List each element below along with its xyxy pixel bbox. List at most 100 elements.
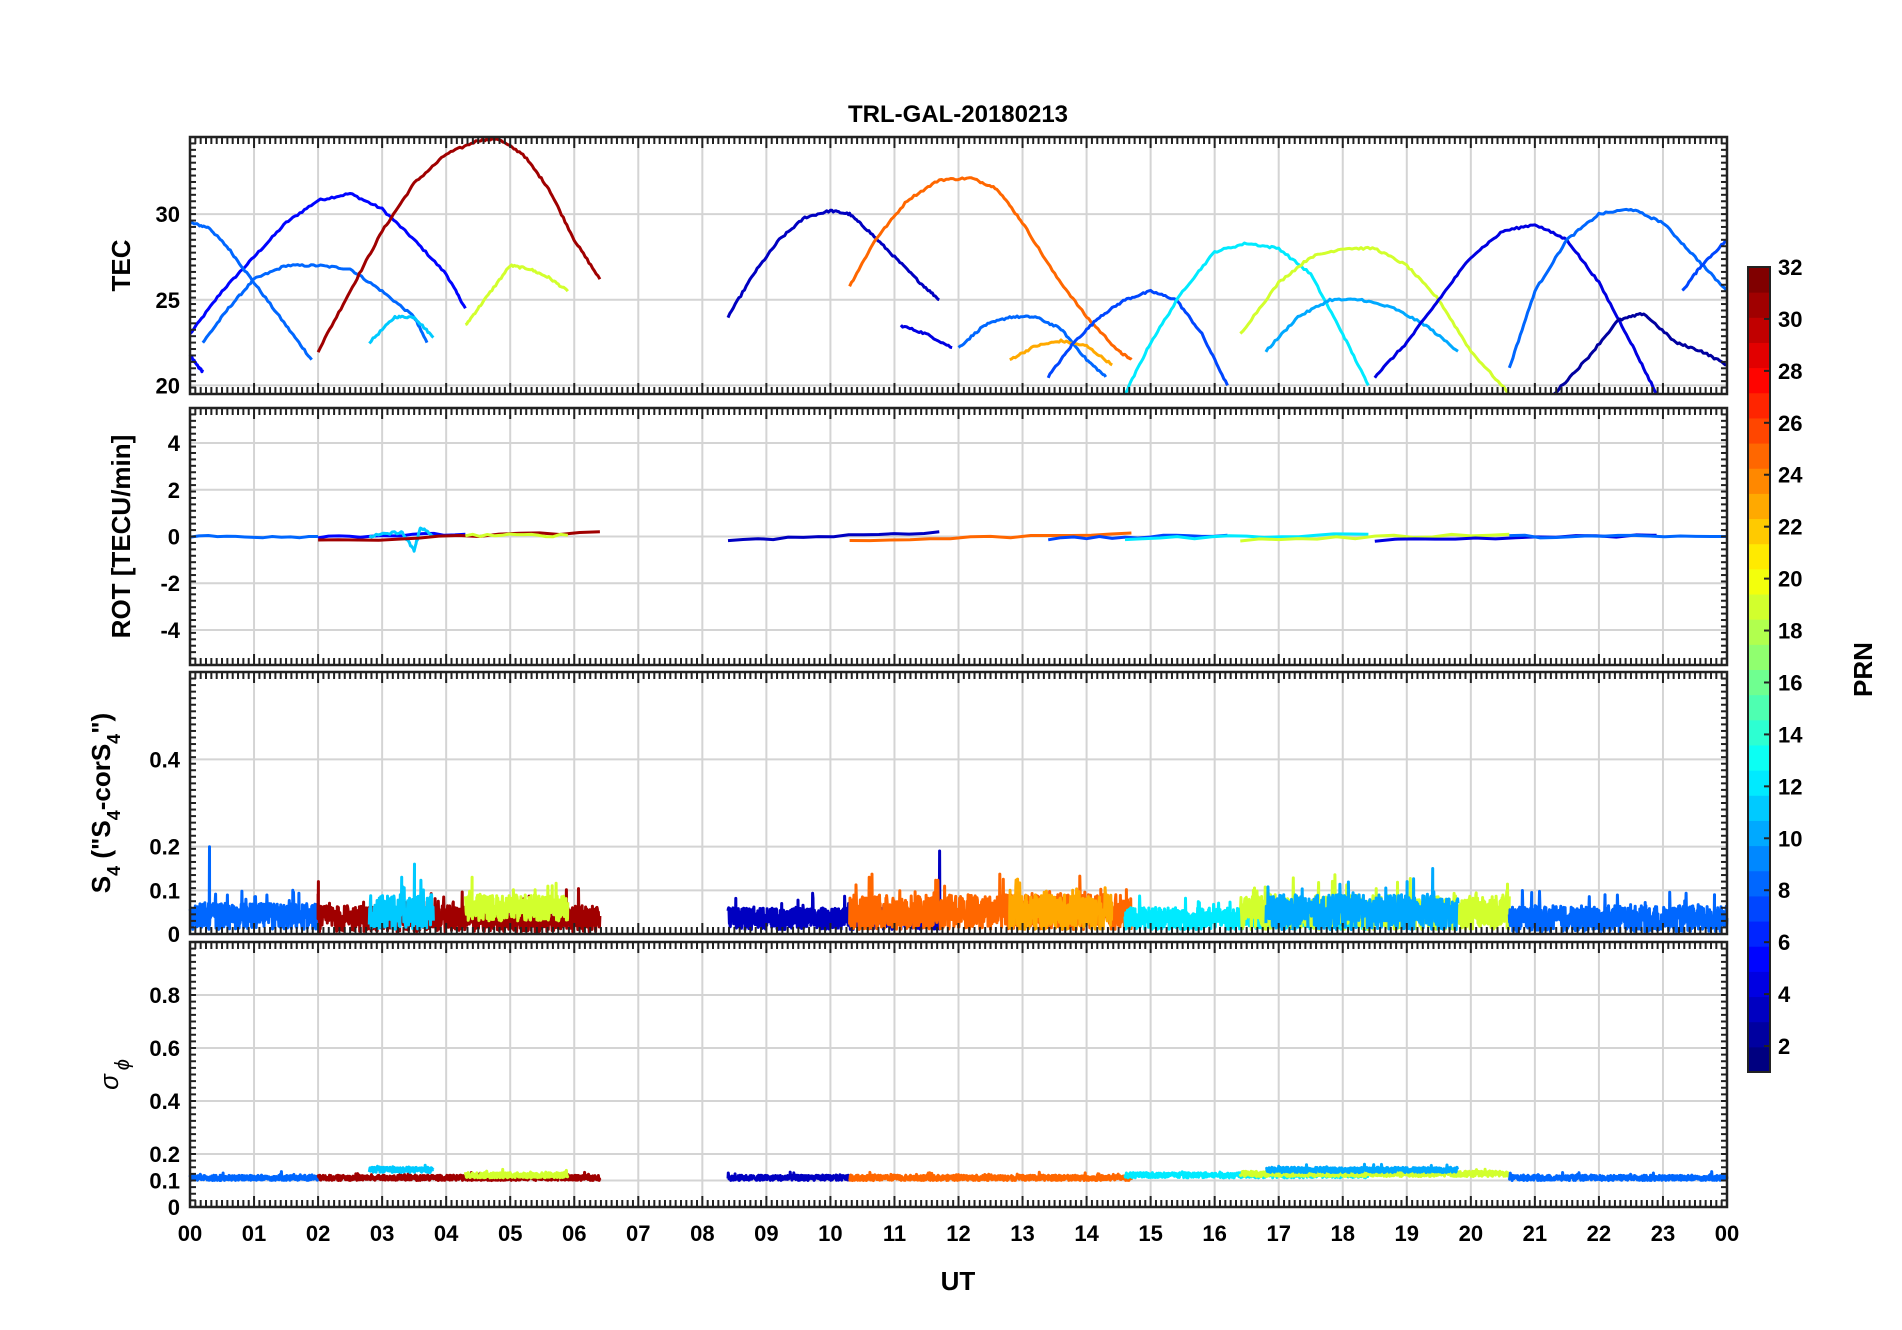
y-axis-label-part: 4 (104, 810, 124, 820)
y-axis-label-part: ϕ (112, 1059, 134, 1070)
colorbar-tick-label: 22 (1778, 515, 1802, 540)
x-tick-label: 02 (306, 1221, 330, 1246)
chart-title: TRL-GAL-20180213 (848, 101, 1068, 128)
series-prn-8 (957, 314, 1108, 378)
x-tick-label: 11 (883, 1221, 906, 1246)
colorbar-segment-26 (1748, 417, 1770, 444)
colorbar-segment-12 (1748, 770, 1770, 796)
colorbar-tick-label: 20 (1778, 567, 1802, 592)
colorbar-segment-15 (1748, 694, 1770, 721)
y-axis-label-part: 4 (104, 734, 124, 744)
colorbar-tick-label: 14 (1778, 722, 1803, 747)
colorbar-tick-label: 16 (1778, 670, 1802, 695)
series-prn-5 (188, 354, 205, 374)
colorbar-segment-7 (1748, 895, 1770, 922)
series-prn-8 (1507, 1170, 1729, 1182)
series-prn-23 (1009, 338, 1113, 367)
series-prn-7 (1046, 288, 1229, 386)
colorbar-segment-13 (1748, 744, 1770, 771)
colorbar-tick-label: 12 (1778, 774, 1802, 799)
series-group (189, 526, 1727, 553)
panel-s4: 00.10.20.4 S4 ("S4-corS4") (86, 670, 1729, 947)
y-tick-label: -2 (160, 571, 180, 596)
y-tick-label: 30 (156, 202, 180, 227)
series-prn-8 (1509, 533, 1727, 540)
series-prn-8 (188, 1170, 320, 1182)
y-axis-label-part: ") (86, 713, 116, 734)
y-tick-label: 25 (156, 288, 180, 313)
y-tick-label: 0.4 (149, 1089, 180, 1114)
colorbar-segment-14 (1748, 719, 1770, 746)
colorbar-tick-label: 6 (1778, 930, 1790, 955)
x-axis-label: UT (941, 1266, 976, 1296)
panel-rot: -4 -2 0 2 4 ROT [TECU/min] (106, 406, 1729, 667)
x-ticks (189, 672, 1728, 934)
series-prn-19 (463, 1167, 570, 1180)
x-ticks (189, 408, 1728, 665)
colorbar-segment-10 (1748, 820, 1770, 847)
x-tick-label: 10 (818, 1221, 842, 1246)
series-prn-8 (1507, 207, 1729, 369)
x-tick-label: 03 (370, 1221, 394, 1246)
colorbar-tick-label: 24 (1778, 463, 1803, 488)
series-prn-19 (1240, 532, 1510, 543)
y-axis-label-part: σ (94, 1073, 124, 1090)
y-axis-label-part: ("S (86, 820, 116, 866)
series-prn-7 (1681, 238, 1728, 292)
series-prn-31 (316, 1170, 602, 1182)
x-tick-label: 00 (178, 1221, 202, 1246)
x-tick-label: 21 (1523, 1221, 1547, 1246)
x-tick-label: 08 (690, 1221, 714, 1246)
x-tick-label: 13 (1010, 1221, 1034, 1246)
y-axis-label: S4 ("S4-corS4") (86, 713, 124, 893)
colorbar-segment-32 (1748, 267, 1770, 293)
series-prn-11 (367, 862, 435, 931)
colorbar-tick-label: 18 (1778, 619, 1802, 644)
series-prn-11 (368, 526, 435, 553)
colorbar-segment-29 (1748, 342, 1770, 369)
colorbar-label: PRN (1848, 642, 1878, 697)
colorbar-tick-label: 28 (1778, 359, 1802, 384)
colorbar-segment-24 (1748, 468, 1770, 494)
colorbar-segment-6 (1748, 921, 1770, 947)
series-prn-3 (726, 208, 940, 319)
x-tick-label: 18 (1331, 1221, 1355, 1246)
y-tick-label: 20 (156, 373, 180, 398)
grid (190, 672, 1727, 934)
series-prn-8 (1507, 889, 1729, 934)
series-prn-31 (318, 530, 600, 542)
colorbar-segment-4 (1748, 971, 1770, 998)
colorbar-tick-label: 4 (1778, 982, 1791, 1007)
series-prn-11 (367, 1163, 435, 1174)
y-ticks: 0 0.1 0.2 0.4 (149, 671, 1727, 947)
series-prn-8 (189, 220, 313, 361)
panel-tec: 20 25 30 TEC (106, 135, 1729, 398)
x-tick-labels: 00 01 02 03 04 05 06 07 08 09 10 11 12 13 14 15 16 17 18 19… (178, 1221, 1739, 1246)
y-axis-label: σϕ (94, 1059, 134, 1090)
x-tick-label: 12 (946, 1221, 970, 1246)
series-prn-23 (1008, 877, 1114, 932)
colorbar-segment-18 (1748, 619, 1770, 645)
colorbar-segment-30 (1748, 317, 1770, 343)
series-prn-8 (189, 534, 319, 540)
y-ticks: 00.10.2 0.4 0.6 0.8 (149, 941, 1727, 1220)
y-axis-label-part: S (86, 876, 116, 893)
y-tick-label: 0.4 (149, 747, 180, 772)
colorbar-segment-19 (1748, 594, 1770, 620)
colorbar-segment-5 (1748, 946, 1770, 972)
y-tick-label: 4 (168, 431, 181, 456)
y-tick-label: 0.2 (149, 1142, 180, 1167)
colorbar-segment-21 (1748, 543, 1770, 570)
y-tick-label: 0 (168, 525, 180, 550)
y-axis-label: ROT [TECU/min] (106, 435, 136, 639)
series-prn-12 (1123, 241, 1370, 395)
x-tick-label: 17 (1266, 1221, 1290, 1246)
series-prn-2 (1553, 312, 1728, 396)
colorbar-tick-label: 30 (1778, 307, 1802, 332)
colorbar-segment-20 (1748, 568, 1770, 595)
x-tick-label: 14 (1074, 1221, 1099, 1246)
x-tick-label: 16 (1202, 1221, 1226, 1246)
series-prn-4 (1373, 223, 1658, 395)
y-axis-label-part: 4 (104, 866, 124, 876)
